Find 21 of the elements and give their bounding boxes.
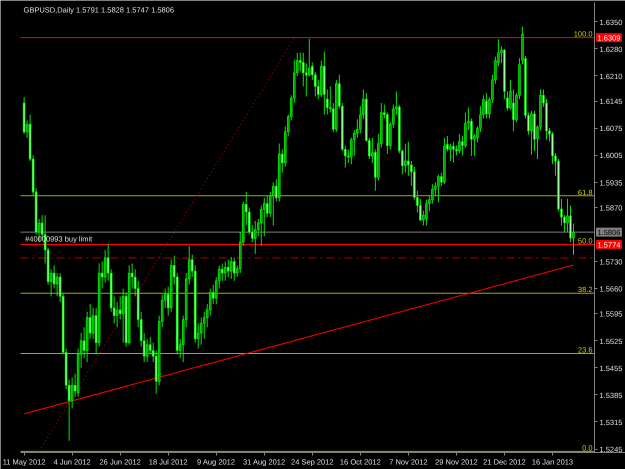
candlestick bbox=[230, 256, 233, 280]
candlestick bbox=[485, 92, 488, 119]
candlestick bbox=[452, 141, 455, 164]
candlestick bbox=[404, 143, 407, 174]
candlestick bbox=[224, 261, 227, 282]
candlestick bbox=[146, 338, 148, 363]
candlestick bbox=[425, 199, 428, 226]
candlestick bbox=[118, 296, 122, 320]
candlestick bbox=[226, 259, 230, 278]
candlestick bbox=[437, 174, 440, 203]
candlestick bbox=[254, 220, 257, 254]
candlestick bbox=[220, 262, 224, 282]
candlestick bbox=[92, 307, 94, 340]
candlestick bbox=[70, 377, 74, 409]
candlestick bbox=[122, 288, 124, 344]
candlestick bbox=[56, 272, 58, 297]
candlestick bbox=[449, 143, 452, 162]
candlestick bbox=[272, 182, 275, 226]
candlestick bbox=[530, 110, 533, 156]
candlestick bbox=[232, 257, 236, 282]
candlestick bbox=[458, 133, 461, 154]
